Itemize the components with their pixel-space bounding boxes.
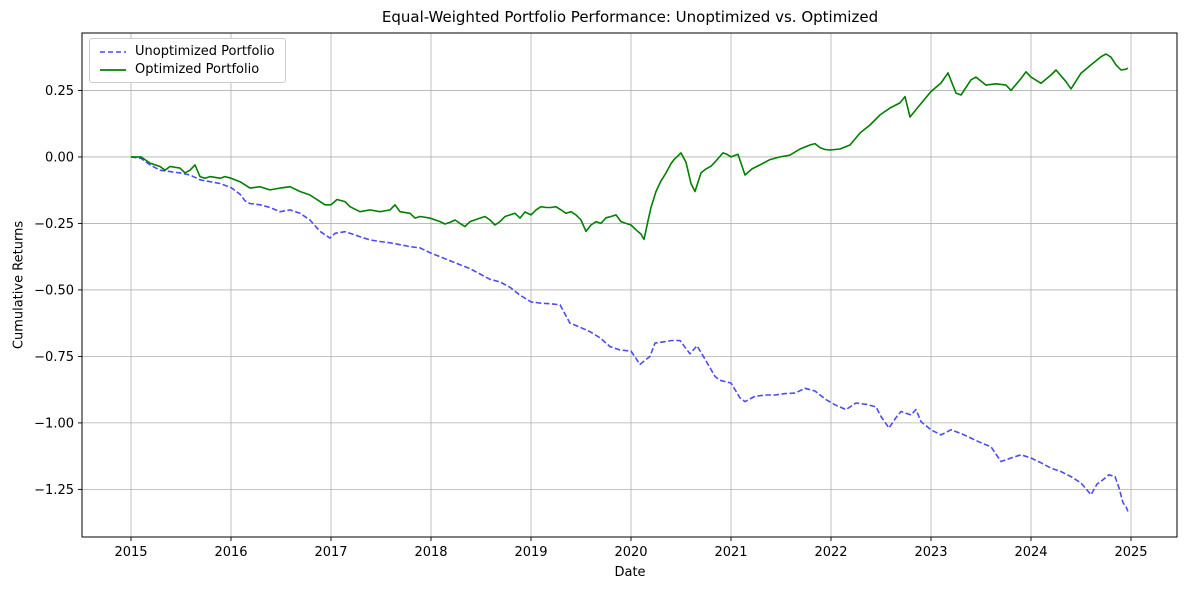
x-tick-label: 2024 xyxy=(1014,545,1047,560)
x-tick-label: 2023 xyxy=(914,545,947,560)
x-tick-label: 2021 xyxy=(714,545,747,560)
legend-item-optimized: Optimized Portfolio xyxy=(99,62,275,77)
y-tick-label: 0.25 xyxy=(45,84,74,99)
x-tick-label: 2020 xyxy=(614,545,647,560)
y-tick-label: −1.25 xyxy=(34,483,74,498)
y-tick-label: 0.00 xyxy=(45,150,74,165)
x-axis-label: Date xyxy=(614,565,646,580)
x-tick-label: 2016 xyxy=(214,545,247,560)
legend: Unoptimized Portfolio Optimized Portfoli… xyxy=(89,38,286,83)
axes-spines xyxy=(81,32,1178,538)
series-line-optimized xyxy=(131,53,1129,241)
legend-label-optimized: Optimized Portfolio xyxy=(135,62,260,77)
x-tick-label: 2015 xyxy=(114,545,147,560)
x-tick-label: 2017 xyxy=(314,545,347,560)
legend-item-unoptimized: Unoptimized Portfolio xyxy=(99,44,275,59)
y-tick-label: −1.00 xyxy=(34,416,74,431)
y-tick-label: −0.50 xyxy=(34,283,74,298)
solid-line-icon xyxy=(100,68,126,71)
y-axis-label: Cumulative Returns xyxy=(11,220,27,350)
series-line-unoptimized xyxy=(130,156,1129,512)
x-tick-label: 2019 xyxy=(514,545,547,560)
y-tick-label: −0.75 xyxy=(34,350,74,365)
y-tick-label: −0.25 xyxy=(34,217,74,232)
legend-label-unoptimized: Unoptimized Portfolio xyxy=(135,44,275,59)
x-tick-label: 2025 xyxy=(1114,545,1147,560)
dashed-line-icon xyxy=(100,50,126,53)
chart-title: Equal-Weighted Portfolio Performance: Un… xyxy=(381,8,879,26)
x-tick-label: 2018 xyxy=(414,545,447,560)
x-tick-label: 2022 xyxy=(814,545,847,560)
